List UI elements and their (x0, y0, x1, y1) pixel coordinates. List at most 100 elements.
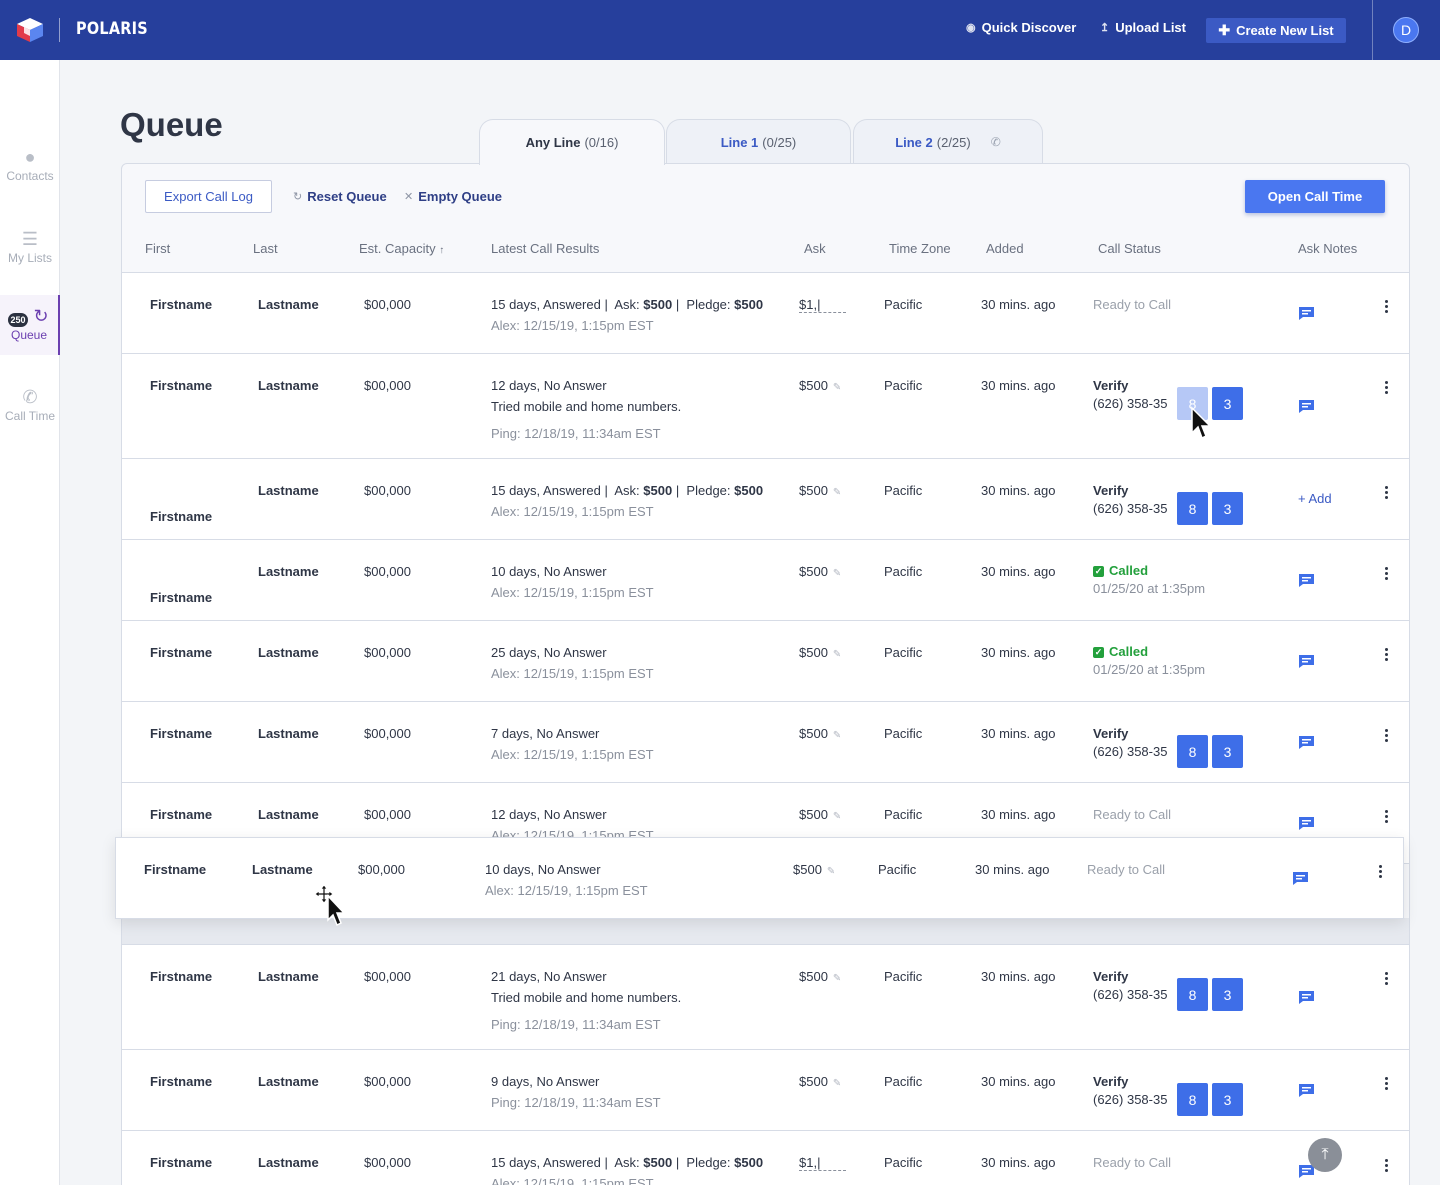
note-icon[interactable] (1298, 990, 1315, 1005)
note-icon[interactable] (1298, 399, 1315, 414)
digit-button[interactable]: 8 (1177, 978, 1208, 1011)
last-name: Lastname (258, 1155, 319, 1170)
sidebar-item-contacts[interactable]: ● Contacts (0, 148, 60, 183)
sidebar-item-queue[interactable]: ↻ 250 Queue (0, 295, 60, 355)
column-header-timezone[interactable]: Time Zone (889, 241, 951, 256)
dragged-table-row[interactable]: Firstname Lastname $00,000 10 days, No A… (115, 837, 1404, 919)
column-header-ask[interactable]: Ask (804, 241, 826, 256)
pencil-icon[interactable]: ✎ (832, 568, 842, 579)
more-menu-icon[interactable] (1385, 1159, 1389, 1174)
ask-value[interactable]: $1,| (799, 1155, 847, 1171)
note-icon[interactable] (1298, 735, 1315, 750)
digit-button[interactable]: 3 (1212, 492, 1243, 525)
note-icon[interactable] (1298, 1083, 1315, 1098)
column-header-ask-notes[interactable]: Ask Notes (1298, 241, 1358, 256)
called-label: Called (1109, 644, 1149, 659)
ask-cell[interactable]: $500 ✎ (799, 969, 841, 984)
quick-discover-label: Quick Discover (981, 20, 1077, 35)
digit-button[interactable]: 8 (1177, 1083, 1208, 1116)
more-menu-icon[interactable] (1385, 972, 1389, 987)
scroll-to-top-button[interactable]: ⤒ (1308, 1138, 1342, 1172)
added-time: 30 mins. ago (981, 807, 1056, 822)
more-menu-icon[interactable] (1385, 486, 1389, 501)
ask-cell[interactable]: $500 ✎ (799, 483, 841, 498)
digit-button[interactable]: 8 (1177, 492, 1208, 525)
ask-value: $500 (799, 807, 828, 822)
table-row[interactable]: Firstname Lastname $00,000 15 days, Answ… (122, 459, 1409, 540)
create-new-list-button[interactable]: ✚ Create New List (1206, 18, 1346, 43)
table-row[interactable]: Firstname Lastname $00,000 7 days, No An… (122, 702, 1409, 783)
digit-button[interactable]: 3 (1212, 978, 1243, 1011)
pencil-icon[interactable]: ✎ (832, 382, 842, 393)
pencil-icon[interactable]: ✎ (832, 730, 842, 741)
tab-line-1[interactable]: Line 1 (0/25) (666, 119, 851, 164)
table-row[interactable]: Firstname Lastname $00,000 9 days, No An… (122, 1050, 1409, 1131)
note-icon[interactable] (1292, 871, 1309, 886)
open-call-time-button[interactable]: Open Call Time (1245, 180, 1385, 213)
digit-button[interactable]: 3 (1212, 1083, 1243, 1116)
table-row[interactable]: Firstname Lastname $00,000 12 days, No A… (122, 354, 1409, 459)
more-menu-icon[interactable] (1385, 729, 1389, 744)
table-row[interactable]: Firstname Lastname $00,000 21 days, No A… (122, 944, 1409, 1050)
table-row[interactable]: Firstname Lastname $00,000 10 days, No A… (122, 540, 1409, 621)
pencil-icon[interactable]: ✎ (832, 487, 842, 498)
user-avatar[interactable]: D (1393, 17, 1419, 43)
ask-cell[interactable]: $500 ✎ (799, 645, 841, 660)
pencil-icon[interactable]: ✎ (832, 1078, 842, 1089)
polaris-logo[interactable] (16, 17, 44, 43)
pencil-icon[interactable]: ✎ (832, 649, 842, 660)
ask-cell[interactable]: $500 ✎ (799, 726, 841, 741)
add-note-link[interactable]: + Add (1298, 491, 1332, 506)
empty-queue-button[interactable]: ✕ Empty Queue (404, 189, 502, 204)
table-row[interactable]: Firstname Lastname $00,000 15 days, Answ… (122, 273, 1409, 354)
column-header-last[interactable]: Last (253, 241, 278, 256)
more-menu-icon[interactable] (1385, 1077, 1389, 1092)
digit-button[interactable]: 8 (1177, 735, 1208, 768)
ask-cell[interactable]: $500 ✎ (799, 1074, 841, 1089)
column-header-capacity[interactable]: Est. Capacity ↑ (359, 241, 444, 256)
tab-any-line[interactable]: Any Line (0/16) (479, 119, 665, 165)
ask-cell[interactable]: $500 ✎ (799, 807, 841, 822)
result-summary: 10 days, No Answer (485, 862, 601, 877)
digit-button[interactable]: 3 (1212, 735, 1243, 768)
first-name: Firstname (144, 862, 207, 877)
more-menu-icon[interactable] (1385, 648, 1389, 663)
note-icon[interactable] (1298, 654, 1315, 669)
ask-value[interactable]: $1,| (799, 297, 847, 313)
added-time: 30 mins. ago (981, 564, 1056, 579)
column-header-results[interactable]: Latest Call Results (491, 241, 600, 256)
sidebar-item-call-time[interactable]: ✆ Call Time (0, 388, 60, 423)
added-time: 30 mins. ago (981, 726, 1056, 741)
note-icon[interactable] (1298, 1164, 1315, 1179)
note-icon[interactable] (1298, 306, 1315, 321)
tab-line-2[interactable]: Line 2 (2/25) ✆ (853, 119, 1043, 164)
note-icon[interactable] (1298, 816, 1315, 831)
more-menu-icon[interactable] (1385, 567, 1389, 582)
column-header-added[interactable]: Added (986, 241, 1024, 256)
ask-cell[interactable]: $500 ✎ (799, 564, 841, 579)
more-menu-icon[interactable] (1385, 381, 1389, 396)
digit-button[interactable]: 3 (1212, 387, 1243, 420)
quick-discover-button[interactable]: ◉ Quick Discover (966, 20, 1076, 35)
note-icon[interactable] (1298, 573, 1315, 588)
queue-count-badge: 250 (8, 313, 28, 327)
pencil-icon[interactable]: ✎ (832, 811, 842, 822)
ask-input[interactable]: $1,| (799, 297, 847, 313)
table-row[interactable]: Firstname Lastname $00,000 25 days, No A… (122, 621, 1409, 702)
ask-cell[interactable]: $500 ✎ (793, 862, 835, 877)
pencil-icon[interactable]: ✎ (826, 866, 836, 877)
column-header-first[interactable]: First (145, 241, 171, 256)
verify-label: Verify (1093, 1074, 1129, 1089)
ask-cell[interactable]: $500 ✎ (799, 378, 841, 393)
more-menu-icon[interactable] (1379, 865, 1383, 880)
export-call-log-button[interactable]: Export Call Log (145, 180, 272, 213)
reset-queue-button[interactable]: ↻ Reset Queue (293, 189, 387, 204)
column-header-call-status[interactable]: Call Status (1098, 241, 1161, 256)
more-menu-icon[interactable] (1385, 810, 1389, 825)
sidebar-item-my-lists[interactable]: ☰ My Lists (0, 230, 60, 265)
upload-list-button[interactable]: ↥ Upload List (1100, 20, 1186, 35)
pencil-icon[interactable]: ✎ (832, 973, 842, 984)
ask-input[interactable]: $1,| (799, 1155, 847, 1171)
table-row[interactable]: Firstname Lastname $00,000 15 days, Answ… (122, 1131, 1409, 1185)
more-menu-icon[interactable] (1385, 300, 1389, 315)
